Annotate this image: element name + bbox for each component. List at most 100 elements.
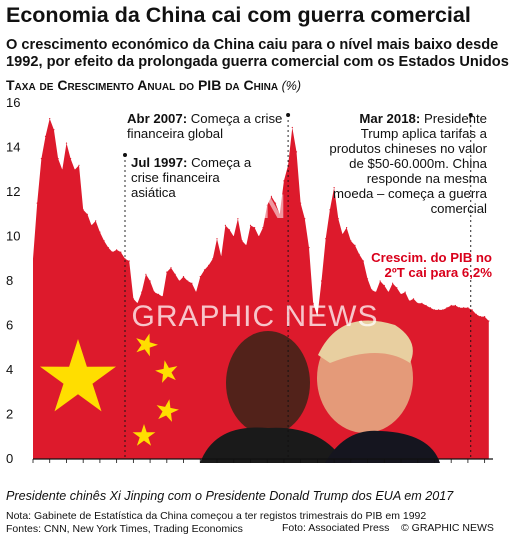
data-point	[362, 260, 364, 262]
annotation-jul-1997-text: Começa a crise financeira asiática	[131, 155, 252, 200]
data-point	[61, 169, 63, 171]
data-point	[208, 264, 210, 266]
annotation-mar-2018: Mar 2018: Presidente Trump aplica tarifa…	[325, 111, 487, 216]
annotation-q2-growth: Crescim. do PIB no 2ºT cai para 6,2%	[371, 250, 492, 280]
flag-star	[40, 339, 116, 412]
chart-title-text: Taxa de Crescimento Anual do PIB da Chin…	[6, 77, 279, 93]
footnote: Nota: Gabinete de Estatística da China c…	[6, 510, 426, 535]
data-point	[249, 224, 252, 226]
data-point	[141, 291, 143, 293]
data-point	[241, 240, 243, 242]
data-point	[258, 235, 260, 238]
data-point	[442, 309, 444, 311]
data-point	[283, 180, 285, 182]
event-guide-dot	[286, 113, 291, 117]
data-point	[475, 313, 477, 315]
data-point	[354, 244, 356, 246]
data-point	[450, 304, 452, 307]
data-point	[153, 291, 155, 293]
chart-title: Taxa de Crescimento Anual do PIB da Chin…	[6, 77, 301, 93]
data-point	[237, 218, 239, 220]
data-point	[82, 209, 84, 211]
data-point	[116, 249, 118, 251]
data-point	[103, 240, 105, 242]
data-point	[195, 291, 197, 293]
data-point	[95, 220, 97, 222]
data-point	[216, 238, 218, 240]
data-point	[325, 238, 327, 240]
x-axis: 1992200020102019	[32, 458, 493, 463]
watermark-text: GRAPHIC NEWS	[131, 300, 379, 333]
photo-credit: Foto: Associated Press	[282, 522, 390, 534]
data-point	[162, 296, 164, 298]
data-point	[408, 300, 410, 302]
y-tick-label: 0	[6, 451, 13, 463]
data-point	[120, 251, 122, 253]
data-point	[182, 276, 185, 278]
data-point	[199, 276, 201, 278]
data-point	[463, 307, 465, 309]
leaders-photo	[200, 320, 440, 463]
data-point	[392, 282, 394, 284]
data-point	[358, 253, 360, 255]
photo-caption: Presidente chinês Xi Jinping com o Presi…	[6, 489, 454, 503]
data-point	[341, 233, 344, 235]
y-tick-label: 10	[6, 229, 20, 244]
data-point	[157, 293, 160, 295]
copyright: © GRAPHIC NEWS	[401, 522, 494, 534]
data-point	[136, 302, 139, 304]
data-point	[467, 307, 469, 309]
data-point	[74, 169, 76, 171]
leader-right-body	[325, 430, 440, 463]
data-point	[174, 273, 176, 275]
data-point	[212, 258, 214, 260]
data-point	[479, 316, 482, 318]
data-point	[111, 251, 114, 253]
data-point	[44, 135, 47, 137]
data-point	[320, 280, 323, 282]
data-point	[70, 158, 72, 160]
data-point	[383, 284, 385, 287]
chart-unit: (%)	[281, 79, 302, 93]
data-point	[488, 320, 490, 322]
data-point	[329, 209, 331, 211]
data-point	[291, 126, 293, 129]
data-point	[375, 291, 377, 293]
data-point	[337, 218, 339, 220]
data-point	[295, 151, 298, 153]
data-point	[228, 229, 231, 231]
data-point	[421, 302, 423, 304]
data-point	[438, 309, 440, 311]
annotation-apr-2007-date: Abr 2007:	[127, 111, 188, 126]
annotation-jul-1997-date: Jul 1997:	[131, 155, 188, 170]
y-tick-label: 16	[6, 95, 20, 110]
y-tick-label: 2	[6, 407, 13, 422]
data-point	[279, 213, 281, 215]
event-guide-dot	[123, 153, 127, 157]
data-point	[86, 213, 88, 215]
data-point	[396, 287, 398, 289]
flag-star	[132, 424, 156, 446]
headline: Economia da China cai com guerra comerci…	[6, 3, 471, 27]
data-point	[446, 307, 448, 309]
data-point	[224, 224, 226, 226]
data-point	[33, 258, 34, 260]
data-point	[387, 291, 390, 293]
flag-star	[156, 399, 179, 422]
leader-left-body	[200, 427, 345, 463]
y-tick-label: 14	[6, 140, 20, 155]
data-point	[350, 240, 352, 242]
data-point	[270, 195, 272, 197]
data-point	[308, 247, 310, 249]
leader-left-head	[226, 331, 310, 435]
data-point	[471, 309, 473, 311]
data-point	[266, 204, 268, 206]
data-point	[312, 302, 314, 304]
data-point	[458, 307, 461, 309]
data-point	[245, 244, 247, 246]
data-point	[412, 298, 415, 300]
y-tick-label: 6	[6, 318, 13, 333]
y-tick-label: 8	[6, 273, 13, 288]
data-point	[304, 218, 306, 220]
data-point	[371, 289, 373, 291]
